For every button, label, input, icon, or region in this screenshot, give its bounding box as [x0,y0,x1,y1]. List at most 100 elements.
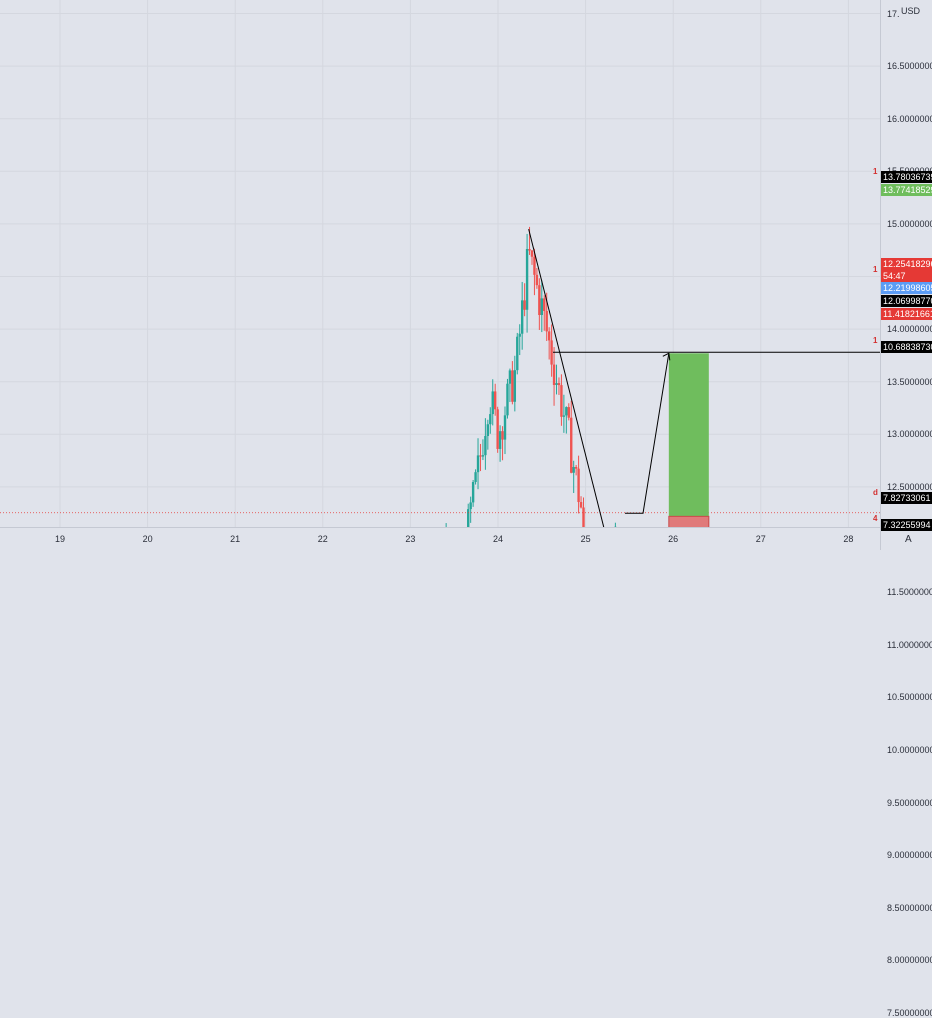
candle-body [541,298,543,315]
candle-body [494,391,496,409]
candle-body [511,370,513,401]
level-marker: 1 [873,336,877,345]
candle-body [548,331,550,340]
time-tick-label: 24 [493,534,503,544]
candle-body [509,370,511,383]
candle-body [504,415,506,439]
price-tag: 13.77418529 [881,184,932,196]
price-tick-label: 12.50000000 [887,482,932,492]
candle-body [568,407,570,418]
candle-body [528,249,530,251]
price-tick-label: 11.00000000 [887,640,932,650]
candle-body [526,249,528,310]
price-tag: 54:47 [881,270,932,282]
candle-body [521,300,523,333]
level-marker: 4 [873,514,877,523]
auto-scale-button[interactable]: A [905,534,912,545]
currency-label: USD [901,6,920,16]
candle-body [492,391,494,414]
time-tick-label: 25 [581,534,591,544]
time-tick-label: 27 [756,534,766,544]
price-tick-label: 9.00000000 [887,850,932,860]
candle-body [553,365,555,385]
candle-body [469,502,471,509]
price-tick-label: 8.50000000 [887,903,932,913]
candle-body [472,482,474,502]
candle-body [482,455,484,456]
candle-body [487,424,489,436]
time-tick-label: 19 [55,534,65,544]
price-tick-label: 7.50000000 [887,1008,932,1018]
time-tick-label: 22 [318,534,328,544]
candle-body [516,337,518,370]
time-axis[interactable]: 19 20 21 22 23 24 25 26 27 28 [0,527,880,550]
candle-body [558,383,560,385]
candle-body [582,507,584,527]
level-marker: 1 [873,265,877,274]
price-axis[interactable]: USD 17.16.5000000016.0000000015.50000000… [880,0,932,550]
time-tick-label: 26 [668,534,678,544]
candle-body [474,472,476,482]
price-tick-label: 17. [887,9,900,19]
chart-window[interactable]: USD 17.16.5000000016.0000000015.50000000… [0,0,932,550]
target-zone [669,353,709,516]
price-tick-label: 8.00000000 [887,955,932,965]
candle-body [538,285,540,315]
candle-body [533,257,535,275]
price-tick-label: 16.50000000 [887,61,932,71]
price-tick-label: 10.00000000 [887,745,932,755]
price-tick-label: 11.50000000 [887,587,932,597]
candle-body [519,334,521,337]
price-tick-label: 16.00000000 [887,114,932,124]
candle-body [501,431,503,439]
time-tick-label: 20 [143,534,153,544]
price-tick-label: 14.00000000 [887,324,932,334]
time-tick-label: 21 [230,534,240,544]
price-tag: 11.41821661 [881,308,932,320]
price-chart-plot[interactable] [0,0,880,527]
candle-body [477,455,479,472]
candle-body [514,370,516,402]
price-tick-label: 10.50000000 [887,692,932,702]
candle-body [570,418,572,473]
price-tick-label: 13.50000000 [887,377,932,387]
candle-body [489,414,491,424]
price-tag: 7.82733061 [881,492,932,504]
time-tick-label: 28 [843,534,853,544]
arrowhead-icon [663,353,670,360]
candle-body [575,467,577,469]
candle-body [484,436,486,455]
candle-body [572,467,574,473]
candle-body [563,415,565,416]
candle-body [496,409,498,449]
projection-arrow [625,353,669,513]
price-tag: 12.25418296 [881,258,932,270]
level-marker: d [873,488,878,497]
candle-body [560,385,562,417]
candle-body [479,455,481,456]
stop-zone [669,516,709,527]
level-marker: 1 [873,167,877,176]
candle-body [577,469,579,502]
price-tick-label: 15.00000000 [887,219,932,229]
price-tick-label: 9.50000000 [887,798,932,808]
candle-body [536,275,538,285]
candle-body [499,431,501,449]
time-tick-label: 23 [405,534,415,544]
candle-body [523,300,525,309]
candle-body [531,251,533,257]
candlestick-chart[interactable] [0,0,880,527]
candle-body [555,383,557,385]
price-tag: 12.06998770 [881,295,932,307]
price-tick-label: 13.00000000 [887,429,932,439]
candle-body [565,407,567,415]
price-tag: 7.32255994 [881,519,932,531]
candle-body [580,502,582,507]
candle-body [467,509,469,527]
price-tag: 13.78036739 [881,171,932,183]
candle-body [543,298,545,311]
candle-body [506,384,508,416]
price-tag: 10.68838730 [881,341,932,353]
price-tag: 12.21998605 [881,282,932,294]
candle-body [546,311,548,331]
